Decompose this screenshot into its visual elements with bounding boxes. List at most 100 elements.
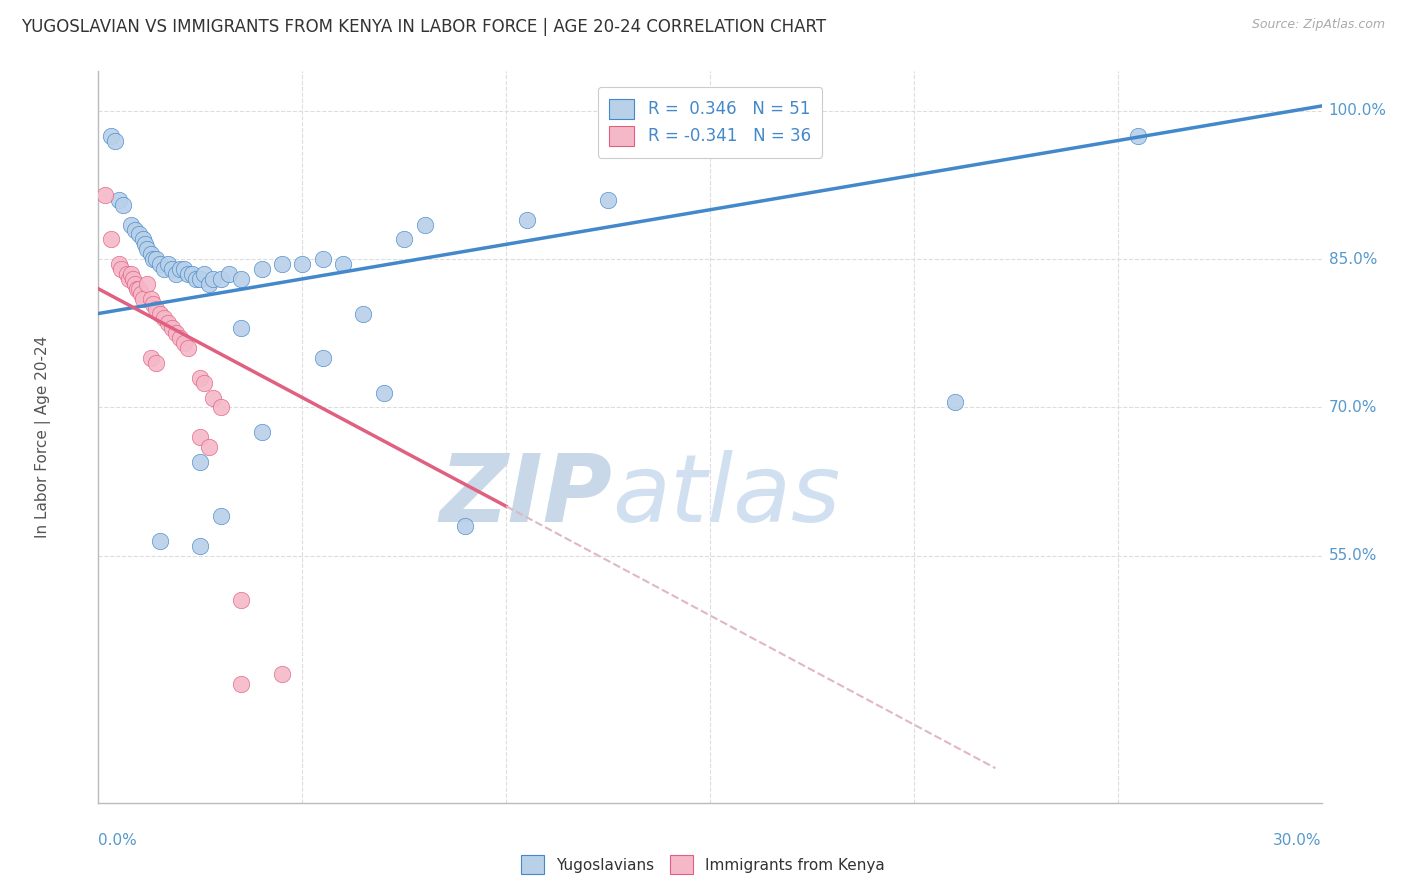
Point <box>120 218 142 232</box>
Point <box>120 267 142 281</box>
Point <box>209 272 232 286</box>
Point <box>197 440 219 454</box>
Point <box>188 272 212 286</box>
Point <box>128 282 150 296</box>
Text: 55.0%: 55.0% <box>1329 549 1376 563</box>
Point <box>231 272 253 286</box>
Point <box>188 430 212 444</box>
Point <box>110 262 132 277</box>
Point <box>186 272 208 286</box>
Point <box>165 267 187 281</box>
Point <box>332 257 354 271</box>
Point <box>104 134 127 148</box>
Text: 100.0%: 100.0% <box>1329 103 1386 119</box>
Point <box>124 277 146 291</box>
Point <box>231 593 253 607</box>
Text: ZIP: ZIP <box>439 450 612 541</box>
Text: 0.0%: 0.0% <box>98 833 138 848</box>
Point <box>152 262 174 277</box>
Point <box>169 331 191 345</box>
Point <box>454 519 477 533</box>
Point <box>132 292 155 306</box>
Text: 30.0%: 30.0% <box>1274 833 1322 848</box>
Point <box>193 376 215 390</box>
Point <box>136 242 159 256</box>
Point <box>152 311 174 326</box>
Point <box>596 193 619 207</box>
Point <box>141 292 163 306</box>
Point <box>122 272 145 286</box>
Point <box>413 218 436 232</box>
Point <box>169 262 191 277</box>
Text: YUGOSLAVIAN VS IMMIGRANTS FROM KENYA IN LABOR FORCE | AGE 20-24 CORRELATION CHAR: YUGOSLAVIAN VS IMMIGRANTS FROM KENYA IN … <box>21 18 827 36</box>
Text: Source: ZipAtlas.com: Source: ZipAtlas.com <box>1251 18 1385 31</box>
Point <box>173 336 195 351</box>
Point <box>141 247 163 261</box>
Point <box>312 252 335 267</box>
Point <box>209 401 232 415</box>
Point <box>129 286 152 301</box>
Point <box>270 667 294 681</box>
Point <box>193 267 215 281</box>
Point <box>132 232 155 246</box>
Legend: Yugoslavians, Immigrants from Kenya: Yugoslavians, Immigrants from Kenya <box>515 849 891 880</box>
Point <box>156 317 179 331</box>
Point <box>160 321 183 335</box>
Point <box>943 395 966 409</box>
Point <box>145 301 167 316</box>
Point <box>141 351 163 365</box>
Point <box>149 533 172 548</box>
Point <box>250 262 273 277</box>
Point <box>188 539 212 553</box>
Point <box>124 222 146 236</box>
Text: 70.0%: 70.0% <box>1329 400 1376 415</box>
Point <box>291 257 314 271</box>
Point <box>93 188 115 202</box>
Point <box>108 193 131 207</box>
Text: atlas: atlas <box>612 450 841 541</box>
Point <box>516 212 538 227</box>
Point <box>352 306 374 320</box>
Point <box>177 341 200 355</box>
Point <box>134 237 156 252</box>
Point <box>145 252 167 267</box>
Text: 85.0%: 85.0% <box>1329 252 1376 267</box>
Point <box>1128 128 1150 143</box>
Point <box>392 232 416 246</box>
Point <box>127 282 149 296</box>
Point <box>100 128 122 143</box>
Point <box>250 425 273 439</box>
Point <box>231 321 253 335</box>
Point <box>231 677 253 691</box>
Point <box>181 267 204 281</box>
Point <box>149 306 172 320</box>
Point <box>160 262 183 277</box>
Point <box>115 267 138 281</box>
Point <box>149 257 172 271</box>
Point <box>142 296 165 310</box>
Point <box>188 371 212 385</box>
Point <box>201 272 224 286</box>
Point <box>173 262 195 277</box>
Legend: R =  0.346   N = 51, R = -0.341   N = 36: R = 0.346 N = 51, R = -0.341 N = 36 <box>598 87 823 158</box>
Point <box>100 232 122 246</box>
Point <box>111 198 134 212</box>
Point <box>118 272 141 286</box>
Point <box>188 455 212 469</box>
Point <box>145 356 167 370</box>
Point <box>373 385 395 400</box>
Point <box>142 252 165 267</box>
Point <box>201 391 224 405</box>
Point <box>218 267 240 281</box>
Point <box>136 277 159 291</box>
Point <box>270 257 294 271</box>
Point <box>177 267 200 281</box>
Point <box>128 227 150 242</box>
Point <box>108 257 131 271</box>
Point <box>209 509 232 524</box>
Point <box>156 257 179 271</box>
Text: In Labor Force | Age 20-24: In Labor Force | Age 20-24 <box>35 336 52 538</box>
Point <box>312 351 335 365</box>
Point <box>165 326 187 341</box>
Point <box>197 277 219 291</box>
